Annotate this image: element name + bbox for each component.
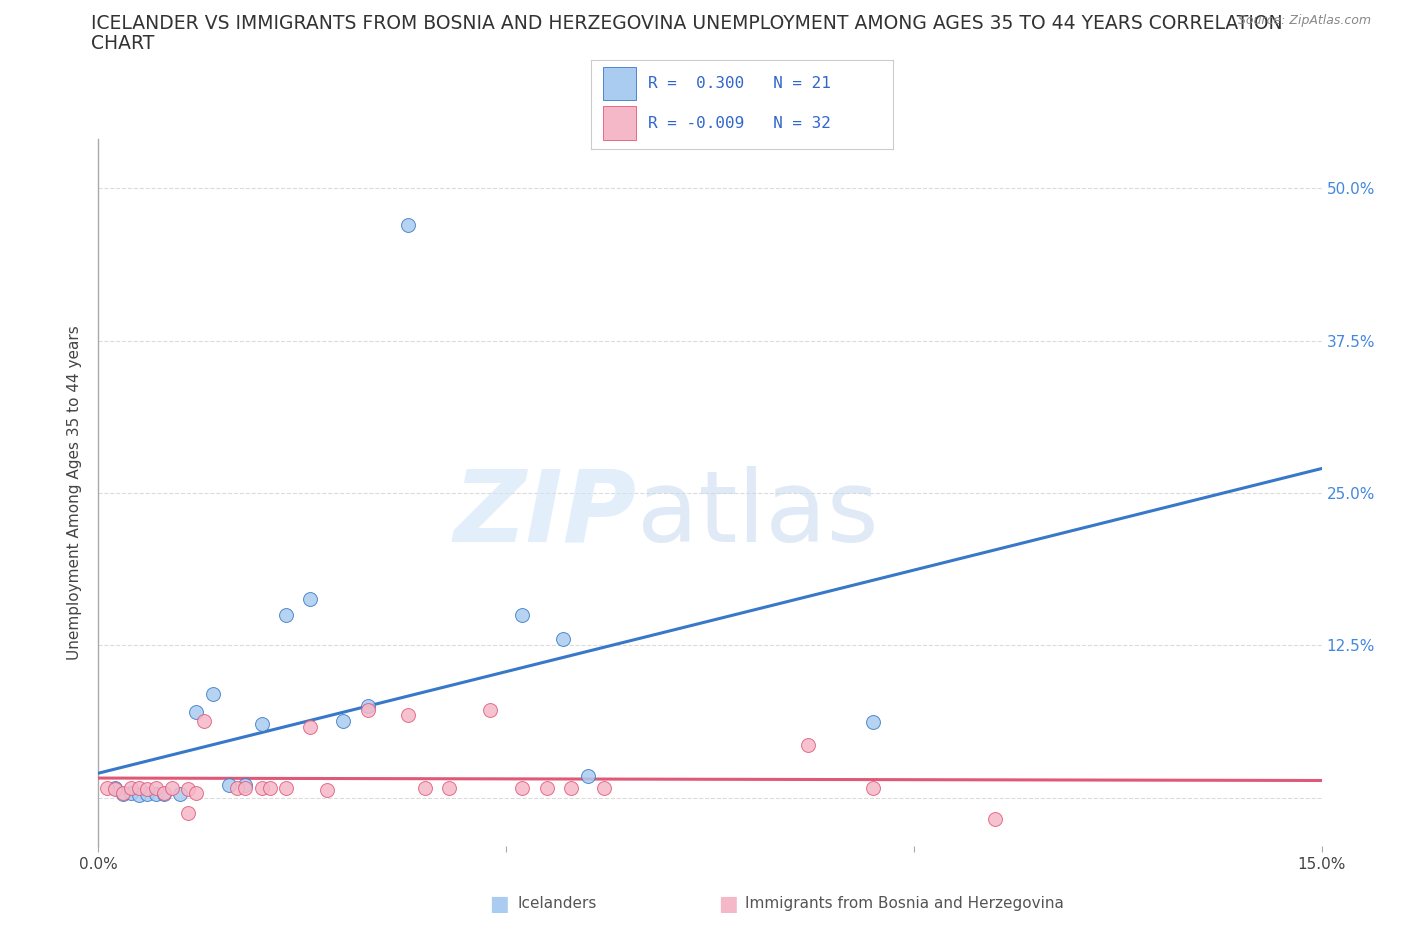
Point — [193, 713, 215, 728]
Point — [437, 780, 460, 795]
Point — [201, 686, 224, 701]
Point — [104, 781, 127, 796]
Point — [553, 631, 575, 646]
Point — [396, 707, 419, 722]
Point — [478, 702, 501, 717]
Point — [145, 787, 167, 802]
Point — [315, 783, 337, 798]
Point — [356, 702, 378, 717]
Point — [233, 780, 256, 795]
Point — [136, 787, 159, 802]
Point — [177, 806, 200, 821]
Point — [169, 787, 191, 802]
Point — [299, 591, 322, 606]
Point — [128, 788, 150, 803]
Point — [152, 785, 174, 800]
Text: CHART: CHART — [91, 34, 155, 53]
Point — [576, 768, 599, 783]
Point — [233, 777, 256, 792]
Point — [259, 780, 281, 795]
Text: R =  0.300   N = 21: R = 0.300 N = 21 — [648, 76, 831, 91]
Point — [862, 714, 884, 729]
Y-axis label: Unemployment Among Ages 35 to 44 years: Unemployment Among Ages 35 to 44 years — [67, 326, 83, 660]
Point — [160, 780, 183, 795]
Text: Immigrants from Bosnia and Herzegovina: Immigrants from Bosnia and Herzegovina — [745, 897, 1064, 911]
Point — [250, 780, 273, 795]
Point — [104, 780, 127, 795]
Text: ICELANDER VS IMMIGRANTS FROM BOSNIA AND HERZEGOVINA UNEMPLOYMENT AMONG AGES 35 T: ICELANDER VS IMMIGRANTS FROM BOSNIA AND … — [91, 14, 1284, 33]
Point — [136, 781, 159, 796]
Point — [120, 780, 142, 795]
Text: Source: ZipAtlas.com: Source: ZipAtlas.com — [1237, 14, 1371, 27]
Text: ■: ■ — [718, 894, 738, 914]
Point — [145, 780, 167, 795]
Point — [218, 777, 240, 792]
Point — [177, 781, 200, 796]
Text: atlas: atlas — [637, 466, 879, 563]
Point — [560, 780, 582, 795]
Point — [128, 780, 150, 795]
Point — [250, 717, 273, 732]
Text: R = -0.009   N = 32: R = -0.009 N = 32 — [648, 115, 831, 131]
Bar — [603, 106, 636, 140]
Point — [512, 780, 534, 795]
Point — [356, 698, 378, 713]
Point — [111, 787, 134, 802]
Point — [274, 780, 297, 795]
Text: Icelanders: Icelanders — [517, 897, 596, 911]
Point — [332, 713, 354, 728]
Point — [96, 780, 118, 795]
Point — [984, 812, 1007, 827]
Point — [111, 785, 134, 800]
Point — [396, 218, 419, 232]
Text: ■: ■ — [489, 894, 509, 914]
Point — [226, 780, 249, 795]
Point — [536, 780, 558, 795]
Point — [186, 785, 208, 800]
Point — [593, 780, 616, 795]
Point — [152, 787, 174, 802]
Point — [299, 720, 322, 735]
Point — [186, 705, 208, 720]
Text: ZIP: ZIP — [454, 466, 637, 563]
Bar — [603, 67, 636, 100]
Point — [413, 780, 436, 795]
Point — [120, 785, 142, 800]
Point — [512, 607, 534, 622]
Point — [274, 607, 297, 622]
Point — [862, 780, 884, 795]
Point — [797, 737, 820, 752]
